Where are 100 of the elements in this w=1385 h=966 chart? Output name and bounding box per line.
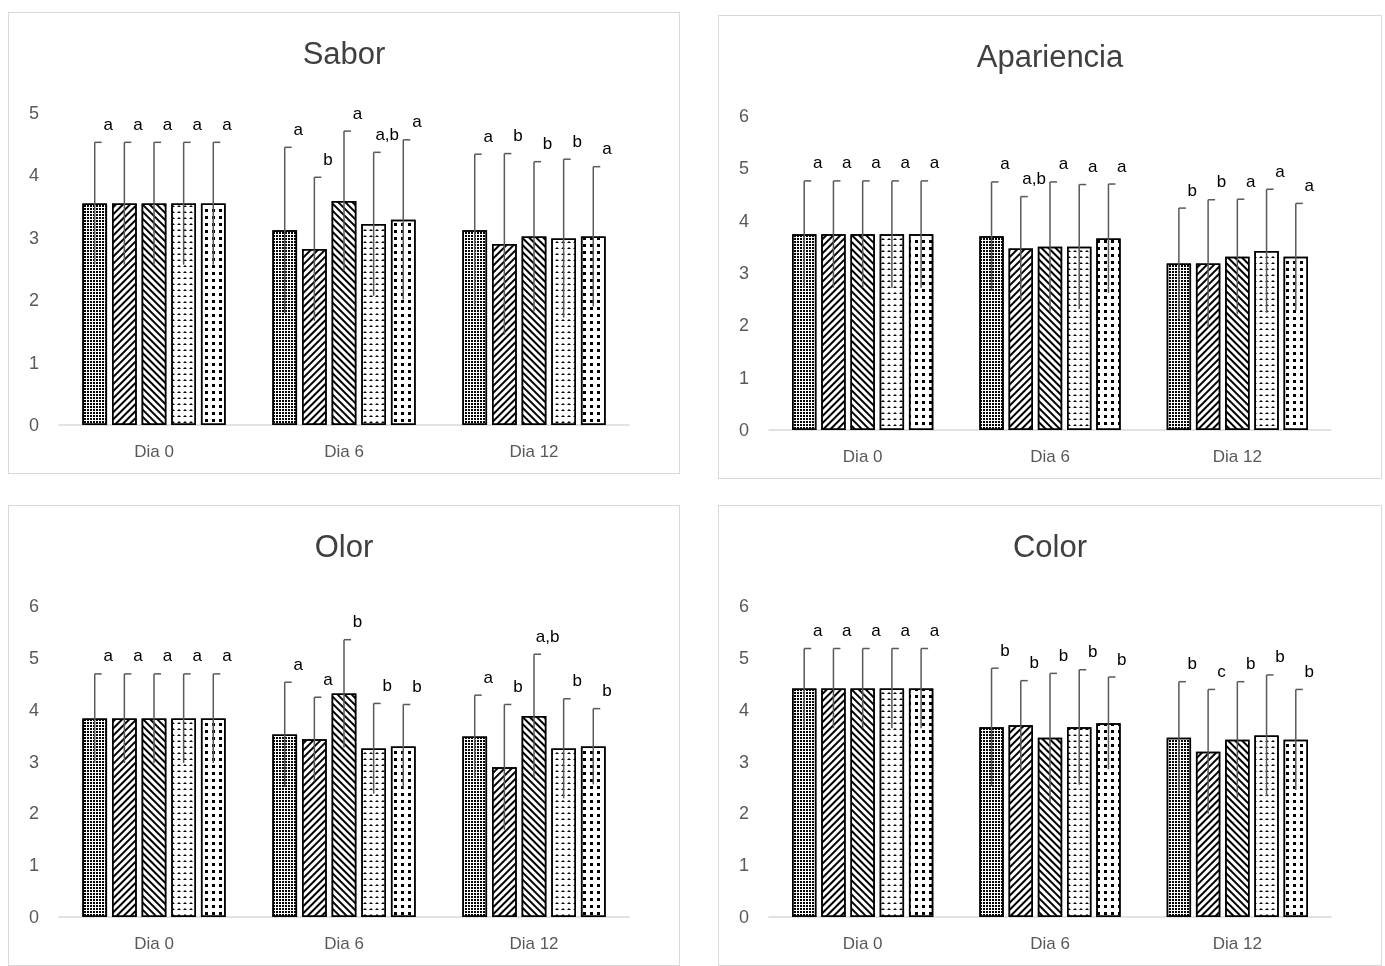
annotation: b (1058, 645, 1069, 665)
annotation: b (1245, 654, 1256, 674)
annotation: a (222, 114, 233, 134)
annotation: a (871, 153, 882, 173)
annotation: b (323, 149, 333, 169)
annotation: b (1029, 653, 1039, 673)
annotation: a (103, 646, 114, 666)
y-tick-label: 0 (28, 907, 39, 927)
y-tick-label: 4 (738, 699, 749, 720)
annotation: a (1000, 154, 1011, 174)
y-tick-label: 1 (28, 352, 39, 373)
y-tick-label: 0 (738, 907, 749, 927)
x-tick-label: Dia 12 (1212, 447, 1262, 466)
y-tick-label: 5 (28, 103, 39, 123)
annotation: a (900, 621, 911, 640)
chart-title: Color (1012, 529, 1088, 564)
annotation: a (1245, 171, 1256, 191)
y-tick-label: 3 (738, 263, 749, 283)
x-tick-label: Dia 6 (324, 934, 364, 953)
annotation: b (1187, 180, 1198, 200)
annotation: a (812, 153, 823, 173)
annotation: a (929, 621, 940, 640)
annotation: b (572, 671, 582, 691)
annotation: b (572, 131, 582, 151)
chart-title: Sabor (302, 36, 386, 71)
y-tick-label: 3 (28, 227, 39, 248)
annotation: b (602, 681, 612, 701)
annotation: a (192, 646, 203, 666)
annotation: b (1000, 640, 1010, 660)
annotation: b (513, 126, 523, 146)
y-tick-label: 5 (738, 647, 749, 668)
annotation: a (1117, 156, 1128, 176)
annotation: a (1087, 157, 1098, 177)
annotation: b (1304, 661, 1314, 681)
annotation: a (103, 114, 114, 134)
annotation: a (1304, 175, 1315, 195)
x-tick-label: Dia 0 (134, 934, 174, 953)
y-tick-label: 2 (738, 315, 749, 336)
annotation: b (542, 134, 553, 154)
chart-title: Olor (314, 529, 374, 564)
annotation: b (513, 676, 523, 696)
chart-title: Apariencia (976, 39, 1124, 74)
y-tick-label: 0 (738, 420, 749, 440)
x-tick-label: Dia 6 (1030, 447, 1070, 466)
y-tick-label: 6 (738, 596, 749, 616)
annotation: b (1087, 642, 1098, 662)
annotation: a,b (535, 626, 560, 646)
annotation: a (352, 103, 363, 123)
annotation: a (1058, 154, 1069, 174)
annotation: a (812, 621, 823, 640)
x-tick-label: Dia 12 (509, 442, 559, 461)
annotation: a (293, 654, 304, 674)
annotation: a (192, 114, 203, 134)
y-tick-label: 4 (28, 165, 39, 186)
annotation: a (871, 621, 882, 640)
y-tick-label: 4 (738, 210, 749, 231)
y-tick-label: 1 (738, 855, 749, 876)
annotation: a (133, 646, 144, 666)
annotation: a (412, 112, 423, 132)
y-tick-label: 5 (28, 647, 39, 668)
annotation: a (162, 114, 173, 134)
y-tick-label: 3 (28, 751, 39, 772)
y-tick-label: 2 (28, 290, 39, 311)
annotation: a (162, 646, 173, 666)
y-tick-label: 2 (738, 803, 749, 824)
annotation: b (412, 676, 422, 696)
annotation: a (293, 119, 304, 139)
annotation: a (842, 621, 853, 640)
y-tick-label: 4 (28, 699, 39, 720)
y-tick-label: 1 (28, 855, 39, 876)
y-tick-label: 5 (738, 158, 749, 179)
y-tick-label: 3 (738, 751, 749, 772)
y-tick-label: 0 (28, 415, 39, 435)
annotation: a (483, 126, 494, 146)
annotation: a,b (375, 124, 400, 144)
annotation: a (929, 153, 940, 173)
y-tick-label: 2 (28, 803, 39, 824)
x-tick-label: Dia 12 (509, 934, 559, 953)
annotation: b (1117, 649, 1127, 669)
x-tick-label: Dia 12 (1212, 934, 1262, 953)
annotation: a (222, 646, 233, 666)
annotation: a (323, 669, 334, 689)
x-tick-label: Dia 0 (134, 442, 174, 461)
y-tick-label: 1 (738, 367, 749, 388)
annotation: b (1216, 172, 1227, 192)
annotation: b (1275, 647, 1285, 667)
annotation: c (1217, 661, 1227, 681)
annotation: b (352, 612, 363, 632)
annotation: b (1187, 654, 1198, 674)
annotation: a (842, 153, 853, 173)
y-tick-label: 6 (738, 106, 749, 126)
annotation: a (900, 153, 911, 173)
y-tick-label: 6 (28, 596, 39, 616)
annotation: a (602, 139, 613, 159)
annotation: a (133, 114, 144, 134)
x-tick-label: Dia 0 (842, 447, 883, 466)
x-tick-label: Dia 0 (842, 934, 883, 953)
x-tick-label: Dia 6 (1030, 934, 1070, 953)
x-tick-label: Dia 6 (324, 442, 364, 461)
annotation: a (1275, 161, 1286, 181)
